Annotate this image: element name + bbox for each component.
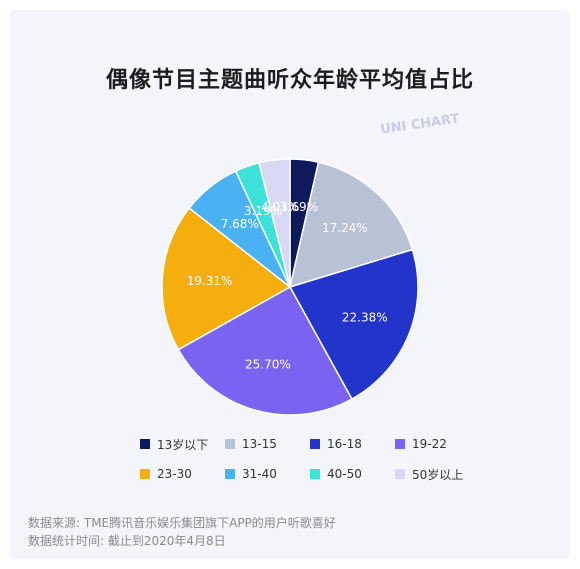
- legend-swatch: [140, 469, 150, 479]
- slice-label-13岁以下: 3.69%: [280, 200, 318, 214]
- legend-item-13岁以下: 13岁以下: [140, 436, 225, 452]
- legend-item-13-15: 13-15: [225, 436, 310, 452]
- slice-label-23-30: 19.31%: [187, 274, 233, 288]
- watermark: UNI CHART: [379, 112, 460, 138]
- pie-slice-23-30: [161, 206, 292, 351]
- legend-swatch: [395, 469, 405, 479]
- legend: 13岁以下 13-15 16-18 19-22 23-30 31-40 40-50 50岁以上: [140, 436, 480, 482]
- legend-label: 16-18: [327, 437, 362, 451]
- legend-swatch: [140, 439, 150, 449]
- legend-label: 19-22: [412, 437, 447, 451]
- slice-labels: 3.69% 17.24% 22.38% 25.70% 19.31% 7.68%3.19%4…: [187, 200, 388, 372]
- legend-item-16-18: 16-18: [310, 436, 395, 452]
- pie-slice-50岁以上: [258, 158, 291, 288]
- source-line-2: 数据统计时间: 截止到2020年4月8日: [28, 534, 226, 548]
- legend-item-31-40: 31-40: [225, 466, 310, 482]
- legend-item-50岁以上: 50岁以上: [395, 466, 480, 482]
- slice-label-31-40: 7.68%: [221, 217, 259, 231]
- legend-label: 50岁以上: [412, 467, 464, 482]
- slice-label-40-50: 3.19%: [244, 204, 282, 218]
- legend-label: 13岁以下: [157, 437, 209, 452]
- pie-slice-13-15: [288, 161, 414, 289]
- slice-label-13-15: 17.24%: [322, 221, 368, 235]
- pie-slice-16-18: [288, 248, 419, 401]
- legend-swatch: [395, 439, 405, 449]
- legend-label: 23-30: [157, 467, 192, 481]
- legend-swatch: [310, 469, 320, 479]
- watermark-text: UNI CHART: [379, 112, 460, 138]
- legend-item-40-50: 40-50: [310, 466, 395, 482]
- slice-label-50岁以上: 4.01%: [261, 200, 299, 214]
- legend-item-19-22: 19-22: [395, 436, 480, 452]
- legend-swatch: [310, 439, 320, 449]
- legend-label: 13-15: [242, 437, 277, 451]
- source-note: 数据来源: TME腾讯音乐娱乐集团旗下APP的用户听歌喜好 数据统计时间: 截止…: [28, 514, 336, 550]
- legend-swatch: [225, 439, 235, 449]
- source-line-1: 数据来源: TME腾讯音乐娱乐集团旗下APP的用户听歌喜好: [28, 516, 336, 530]
- slice-label-19-22: 25.70%: [245, 358, 291, 372]
- pie-slices: [161, 158, 419, 416]
- pie-slice-19-22: [177, 285, 353, 416]
- legend-swatch: [225, 469, 235, 479]
- legend-label: 40-50: [327, 467, 362, 481]
- legend-item-23-30: 23-30: [140, 466, 225, 482]
- slice-label-16-18: 22.38%: [342, 310, 388, 324]
- legend-label: 31-40: [242, 467, 277, 481]
- chart-title: 偶像节目主题曲听众年龄平均值占比: [105, 68, 474, 93]
